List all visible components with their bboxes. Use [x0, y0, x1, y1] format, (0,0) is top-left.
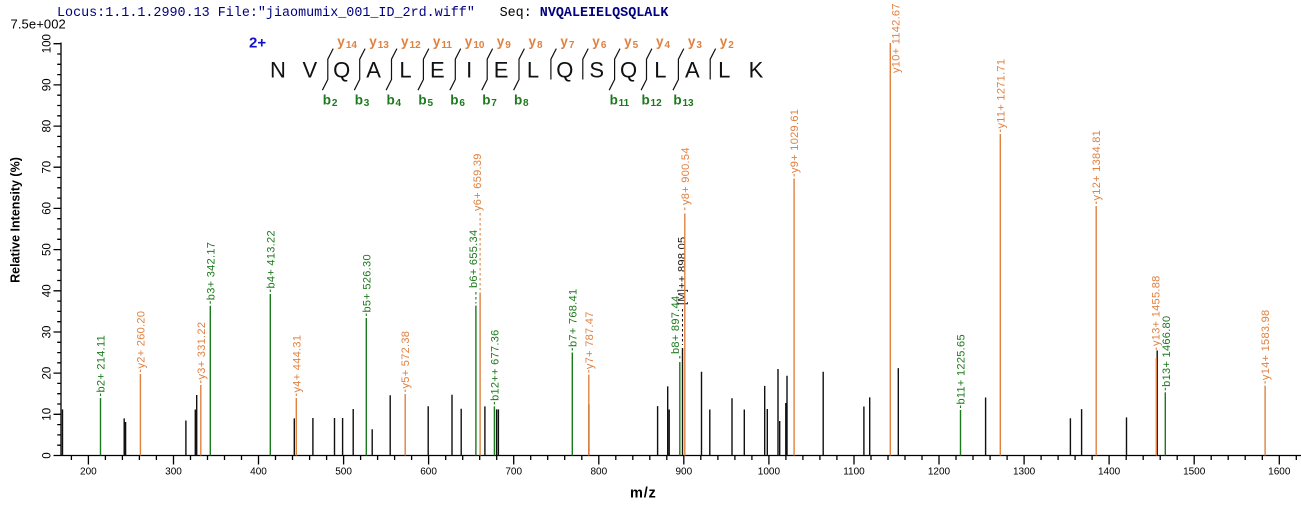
- svg-text:1200: 1200: [928, 467, 951, 478]
- svg-text:b3+ 342.17: b3+ 342.17: [205, 242, 217, 300]
- svg-text:y6+ 659.39: y6+ 659.39: [472, 153, 484, 211]
- svg-text:Q: Q: [556, 58, 573, 83]
- svg-text:200: 200: [80, 467, 97, 478]
- svg-text:b4+ 413.22: b4+ 413.22: [265, 230, 277, 288]
- svg-text:y3: y3: [688, 34, 703, 51]
- svg-text:0: 0: [42, 452, 54, 458]
- svg-text:300: 300: [165, 467, 182, 478]
- svg-text:b2: b2: [323, 92, 338, 109]
- svg-text:80: 80: [42, 120, 54, 133]
- svg-text:y9: y9: [497, 34, 512, 51]
- svg-text:y13+ 1455.88: y13+ 1455.88: [1150, 275, 1162, 346]
- svg-text:m/z: m/z: [630, 486, 657, 502]
- svg-text:y14: y14: [337, 34, 357, 51]
- svg-text:S: S: [589, 58, 604, 83]
- svg-text:L: L: [718, 58, 730, 83]
- svg-text:70: 70: [42, 161, 54, 174]
- svg-text:b8+ 897.44: b8+ 897.44: [670, 296, 682, 354]
- svg-text:y13: y13: [369, 34, 389, 51]
- svg-text:y11+ 1271.71: y11+ 1271.71: [995, 59, 1007, 129]
- svg-text:L: L: [654, 58, 666, 83]
- svg-text:y11: y11: [433, 34, 453, 51]
- svg-text:1500: 1500: [1183, 467, 1206, 478]
- svg-text:b12: b12: [642, 92, 663, 109]
- svg-text:y5+ 572.38: y5+ 572.38: [400, 331, 412, 389]
- svg-text:Q: Q: [620, 58, 637, 83]
- svg-text:y8: y8: [529, 34, 544, 51]
- svg-text:7.5e+002: 7.5e+002: [11, 17, 66, 32]
- svg-text:b5+ 526.30: b5+ 526.30: [361, 254, 373, 312]
- svg-text:b8: b8: [514, 92, 529, 109]
- svg-text:100: 100: [42, 34, 54, 53]
- svg-text:y5: y5: [624, 34, 639, 51]
- svg-text:40: 40: [42, 284, 54, 297]
- svg-text:400: 400: [250, 467, 267, 478]
- svg-text:L: L: [527, 58, 539, 83]
- svg-text:800: 800: [590, 467, 607, 478]
- svg-text:y6: y6: [592, 34, 607, 51]
- svg-text:y3+ 331.22: y3+ 331.22: [196, 322, 208, 380]
- svg-text:N: N: [270, 58, 286, 83]
- svg-text:1400: 1400: [1098, 467, 1121, 478]
- svg-text:1000: 1000: [758, 467, 781, 478]
- svg-text:Q: Q: [333, 58, 350, 83]
- svg-text:900: 900: [675, 467, 692, 478]
- svg-text:Locus:1.1.1.2990.13 File:"jiao: Locus:1.1.1.2990.13 File:"jiaomumix_001_…: [57, 6, 475, 21]
- svg-text:NVQALEIELQSQLALK: NVQALEIELQSQLALK: [540, 6, 670, 21]
- svg-text:50: 50: [42, 243, 54, 256]
- svg-text:y10: y10: [465, 34, 485, 51]
- svg-text:y2+ 260.20: y2+ 260.20: [135, 311, 147, 369]
- svg-text:L: L: [399, 58, 411, 83]
- svg-text:b4: b4: [387, 92, 402, 109]
- svg-text:500: 500: [335, 467, 352, 478]
- svg-text:b7+ 768.41: b7+ 768.41: [567, 289, 579, 347]
- svg-text:b6: b6: [450, 92, 465, 109]
- svg-text:b7: b7: [482, 92, 497, 109]
- svg-text:E: E: [430, 58, 445, 83]
- svg-text:90: 90: [42, 79, 54, 92]
- svg-text:V: V: [303, 58, 318, 83]
- svg-text:b3: b3: [355, 92, 370, 109]
- svg-text:b12++ 677.36: b12++ 677.36: [489, 329, 501, 401]
- svg-text:Seq:: Seq:: [500, 6, 532, 21]
- svg-text:1600: 1600: [1268, 467, 1291, 478]
- svg-text:A: A: [366, 58, 381, 83]
- svg-text:I: I: [466, 58, 472, 83]
- svg-text:y9+ 1029.61: y9+ 1029.61: [789, 109, 801, 173]
- svg-text:b2+ 214.11: b2+ 214.11: [96, 335, 108, 393]
- svg-text:E: E: [494, 58, 509, 83]
- svg-text:60: 60: [42, 202, 54, 215]
- svg-text:y10+ 1142.67: y10+ 1142.67: [890, 3, 902, 73]
- svg-text:b6+ 655.34: b6+ 655.34: [468, 230, 480, 288]
- svg-text:b11+ 1225.65: b11+ 1225.65: [956, 334, 968, 404]
- svg-text:600: 600: [420, 467, 437, 478]
- svg-text:b11: b11: [610, 92, 630, 109]
- svg-text:2+: 2+: [249, 35, 266, 52]
- svg-text:700: 700: [505, 467, 522, 478]
- svg-text:b13+ 1466.80: b13+ 1466.80: [1161, 316, 1173, 387]
- svg-text:y7: y7: [560, 34, 575, 51]
- svg-text:y12: y12: [401, 34, 421, 51]
- svg-text:b5: b5: [418, 92, 433, 109]
- svg-text:[M]++ 898.05: [M]++ 898.05: [677, 237, 689, 305]
- svg-text:10: 10: [42, 408, 54, 421]
- svg-text:y4: y4: [656, 34, 671, 51]
- svg-text:y2: y2: [720, 34, 735, 51]
- svg-text:A: A: [685, 58, 700, 83]
- svg-text:y4+ 444.31: y4+ 444.31: [291, 335, 303, 393]
- svg-text:b13: b13: [673, 92, 694, 109]
- svg-text:y14+ 1583.98: y14+ 1583.98: [1260, 310, 1272, 381]
- svg-text:1300: 1300: [1013, 467, 1036, 478]
- svg-text:y8+ 900.54: y8+ 900.54: [680, 147, 692, 205]
- svg-text:1100: 1100: [843, 467, 865, 478]
- svg-text:Relative Intensity (%): Relative Intensity (%): [9, 157, 23, 283]
- svg-text:y12+ 1384.81: y12+ 1384.81: [1091, 130, 1103, 201]
- svg-text:20: 20: [42, 367, 54, 380]
- svg-text:30: 30: [42, 326, 54, 339]
- svg-text:y7+ 787.47: y7+ 787.47: [584, 311, 596, 369]
- svg-text:K: K: [749, 58, 764, 83]
